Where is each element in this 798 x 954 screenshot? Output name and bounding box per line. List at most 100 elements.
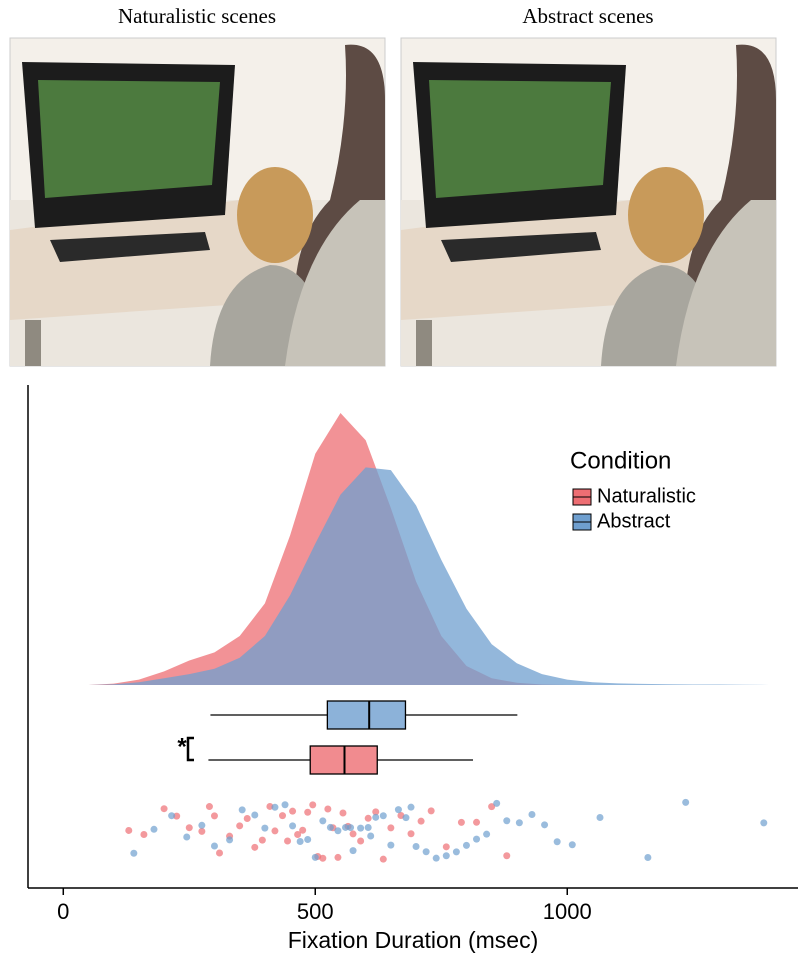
point [418,818,425,825]
point [423,848,430,855]
tv-screen [429,80,611,198]
point [334,854,341,861]
point [760,819,767,826]
panel-title: Abstract scenes [522,4,653,28]
child-head [237,167,313,263]
point [239,806,246,813]
panel-title: Naturalistic scenes [118,4,276,28]
point [289,822,296,829]
point [339,809,346,816]
point [365,815,372,822]
point [516,819,523,826]
point [357,837,364,844]
point [226,836,233,843]
point [554,838,561,845]
point [324,806,331,813]
legend-title: Condition [570,447,671,474]
point [130,850,137,857]
table-leg [25,320,41,366]
point [682,799,689,806]
point [168,812,175,819]
legend-label: Naturalistic [597,485,696,507]
point [483,831,490,838]
point [261,825,268,832]
point [309,801,316,808]
tv-screen [38,80,220,198]
point [569,841,576,848]
significance: * [177,733,187,760]
point [150,826,157,833]
x-axis-label: Fixation Duration (msec) [288,927,539,953]
point [251,811,258,818]
point [408,804,415,811]
child-head [628,167,704,263]
point [279,812,286,819]
point [473,836,480,843]
illustration-right [401,38,776,366]
point [282,801,289,808]
point [211,812,218,819]
point [198,828,205,835]
point [304,809,311,816]
point [271,827,278,834]
point [644,854,651,861]
point [413,843,420,850]
point [334,827,341,834]
legend-label: Abstract [597,510,671,532]
point [372,814,379,821]
significance-bracket [188,738,194,760]
point [289,808,296,815]
point [327,824,334,831]
point [458,819,465,826]
point [493,800,500,807]
point [365,824,372,831]
x-tick-label: 500 [297,899,334,924]
point [541,821,548,828]
point [380,812,387,819]
point [183,833,190,840]
point [443,852,450,859]
point [206,803,213,810]
point [140,831,147,838]
point [387,842,394,849]
point [453,848,460,855]
point [387,824,394,831]
point [211,843,218,850]
point [503,852,510,859]
point [299,827,306,834]
point [304,836,311,843]
point [312,854,319,861]
point [350,830,357,837]
point [597,814,604,821]
point [319,855,326,862]
point [284,837,291,844]
point [367,832,374,839]
point [350,847,357,854]
point [198,822,205,829]
figure-svg: Naturalistic scenes Abstract scenes Fixa… [0,0,798,954]
point [503,817,510,824]
point [244,815,251,822]
point [443,843,450,850]
figure: Naturalistic scenes Abstract scenes Fixa… [0,0,798,954]
point [408,830,415,837]
point [463,842,470,849]
point [395,806,402,813]
point [125,827,132,834]
point [319,817,326,824]
point [528,811,535,818]
point [186,824,193,831]
illustration-left [10,38,385,366]
x-tick-label: 0 [57,899,69,924]
point [271,804,278,811]
point [161,805,168,812]
point [357,825,364,832]
point [380,856,387,863]
point [236,822,243,829]
point [402,814,409,821]
point [297,838,304,845]
x-tick-label: 1000 [543,899,592,924]
point [347,824,354,831]
point [259,837,266,844]
point [251,844,258,851]
